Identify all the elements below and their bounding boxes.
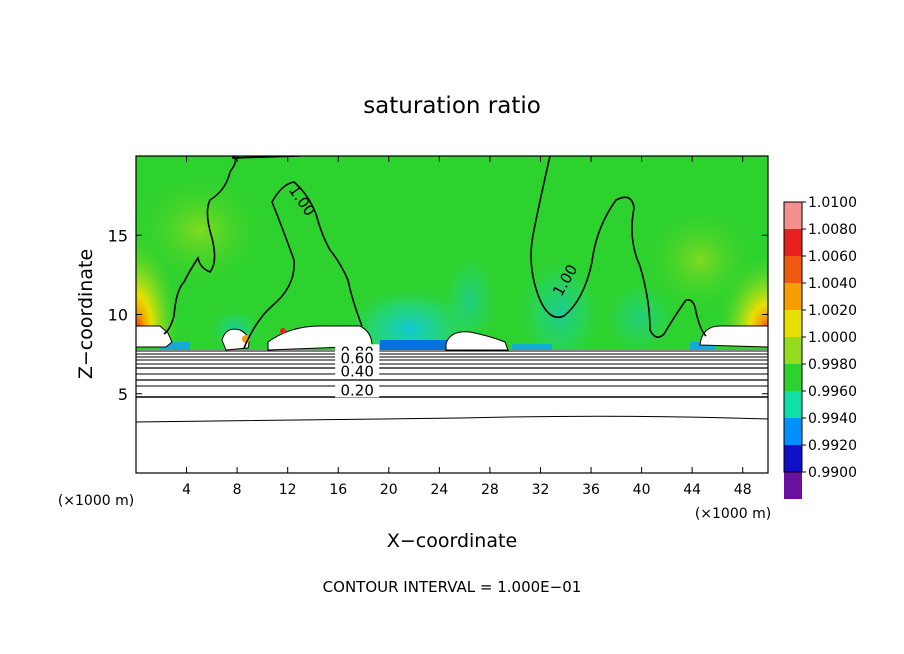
x-tick-label: 8 [233, 482, 242, 498]
x-unit-label-left: (×1000 m) [58, 493, 134, 509]
x-axis-title: X−coordinate [387, 530, 517, 552]
x-unit-label-right: (×1000 m) [695, 506, 771, 522]
unsaturated-region [136, 350, 768, 473]
shading-cyan [600, 270, 680, 350]
colorbar-label: 1.0100 [808, 195, 857, 211]
x-tick-label: 12 [279, 482, 297, 498]
contour-label-bg [335, 363, 380, 379]
y-tick-label: 10 [108, 306, 128, 325]
colorbar-label: 1.0000 [808, 330, 857, 346]
colorbar-label: 1.0080 [808, 222, 857, 238]
shading-cyan [440, 240, 500, 340]
colorbar-swatch [784, 283, 802, 310]
colorbar-label: 0.9900 [808, 465, 857, 481]
contour-line-1-00 [243, 181, 363, 349]
x-tick-label: 20 [380, 482, 398, 498]
colorbar-swatch [784, 229, 802, 256]
x-tick-label: 16 [329, 482, 347, 498]
cloud-blob [136, 325, 173, 348]
contour-line-1-00 [163, 156, 237, 335]
contour-label-bg [335, 382, 380, 398]
x-tick-label: 36 [582, 482, 600, 498]
cloud-blob [699, 325, 768, 348]
colorbar-swatch [784, 391, 802, 418]
x-axis: 4 8 12 16 20 24 28 32 36 40 44 48 [182, 156, 752, 498]
colorbar-swatch [784, 472, 802, 499]
colorbar-swatch [784, 202, 802, 229]
shading-cyan [515, 240, 605, 360]
colorbar-swatch [784, 418, 802, 445]
shading-blue-rim [380, 340, 470, 350]
colorbar-label: 0.9940 [808, 411, 857, 427]
colorbar-label: 0.9980 [808, 357, 857, 373]
colorbar-swatch [784, 445, 802, 472]
colorbar-label: 0.9920 [808, 438, 857, 454]
colorbar-swatch [784, 364, 802, 391]
colorbar-swatch [784, 256, 802, 283]
colorbar: 1.0100 1.0080 1.0060 1.0040 1.0020 1.0000 0.99… [783, 195, 857, 499]
shading-blue-rim [512, 344, 552, 350]
shading-blue-rim [690, 342, 715, 350]
contour-label: 0.20 [340, 381, 373, 399]
x-tick-label: 40 [633, 482, 651, 498]
contour-lines-lower [136, 350, 768, 423]
plot-area [136, 156, 768, 473]
y-axis-title: Z−coordinate [75, 249, 97, 379]
contour-label: 0.40 [340, 362, 373, 380]
chart-title: saturation ratio [363, 93, 541, 119]
x-tick-label: 32 [532, 482, 550, 498]
x-tick-label: 44 [683, 482, 701, 498]
colorbar-label: 1.0060 [808, 249, 857, 265]
cloud-blob [221, 328, 250, 351]
shading-warm-left [136, 240, 181, 340]
contour-interval-note: CONTOUR INTERVAL = 1.000E−01 [323, 578, 582, 596]
colorbar-swatch [784, 310, 802, 337]
x-tick-label: 4 [182, 482, 191, 498]
colorbar-label: 1.0040 [808, 276, 857, 292]
x-tick-label: 28 [481, 482, 499, 498]
contour-labels: 1.001.000.800.600.400.20 [285, 182, 581, 399]
contour-line-1-00 [530, 156, 707, 338]
cloud-blob [445, 331, 509, 351]
contour-label: 0.60 [340, 350, 373, 368]
colorbar-swatch [784, 337, 802, 364]
colorbar-label: 1.0020 [808, 303, 857, 319]
y-axis: 5 10 15 [108, 226, 768, 404]
shading-blue-rim [160, 342, 190, 350]
contour-label-bg [335, 350, 380, 366]
x-tick-label: 48 [734, 482, 752, 498]
x-tick-label: 24 [430, 482, 448, 498]
warm-spot [280, 328, 286, 334]
y-tick-label: 5 [118, 385, 128, 404]
colorbar-label: 0.9960 [808, 384, 857, 400]
y-tick-label: 15 [108, 226, 128, 245]
